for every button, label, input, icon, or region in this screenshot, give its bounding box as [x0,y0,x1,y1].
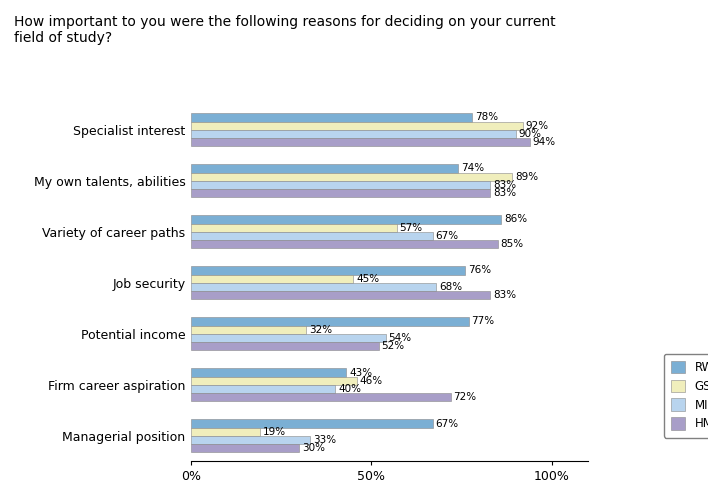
Text: 40%: 40% [338,384,361,394]
Text: 72%: 72% [454,392,476,402]
Bar [191,232,433,240]
Bar [191,369,346,376]
Text: 57%: 57% [399,223,423,233]
Bar [191,428,260,436]
Bar [191,385,336,393]
Bar [191,420,433,428]
Text: 76%: 76% [468,265,491,275]
Bar [191,129,515,138]
Bar [191,189,491,197]
Text: 19%: 19% [263,427,285,436]
Bar [191,266,465,275]
Text: 86%: 86% [504,214,527,225]
Text: 77%: 77% [472,316,495,326]
Bar [191,393,451,401]
Text: 43%: 43% [349,368,372,377]
Text: 33%: 33% [313,435,336,445]
Text: 54%: 54% [389,333,412,343]
Bar [191,317,469,325]
Bar [191,224,396,232]
Text: 52%: 52% [382,341,404,351]
Bar [191,138,530,146]
Text: How important to you were the following reasons for deciding on your current
fie: How important to you were the following … [14,15,556,45]
Text: 83%: 83% [493,180,516,190]
Text: 89%: 89% [515,172,538,182]
Text: 32%: 32% [309,325,333,335]
Bar [191,376,357,385]
Bar [191,240,498,248]
Text: 74%: 74% [461,164,484,174]
Bar [191,325,307,334]
Text: 67%: 67% [435,419,459,429]
Bar [191,342,379,350]
Text: 30%: 30% [302,443,325,453]
Bar [191,164,458,173]
Bar [191,114,472,122]
Text: 90%: 90% [518,129,542,139]
Text: 68%: 68% [439,282,462,292]
Bar [191,173,512,181]
Text: 94%: 94% [533,137,556,147]
Text: 67%: 67% [435,231,459,241]
Bar [191,334,386,342]
Text: 92%: 92% [525,121,549,130]
Bar [191,275,353,283]
Text: 45%: 45% [356,274,379,284]
Text: 46%: 46% [360,375,383,386]
Bar [191,291,491,299]
Bar [191,122,523,129]
Text: 83%: 83% [493,188,516,198]
Bar [191,283,436,291]
Text: 85%: 85% [501,239,523,249]
Bar [191,436,310,444]
Bar [191,181,491,189]
Bar [191,215,501,224]
Text: 83%: 83% [493,290,516,300]
Bar [191,444,299,452]
Text: 78%: 78% [475,113,498,123]
Legend: RWW, GSW, MINT, HM: RWW, GSW, MINT, HM [663,354,708,437]
